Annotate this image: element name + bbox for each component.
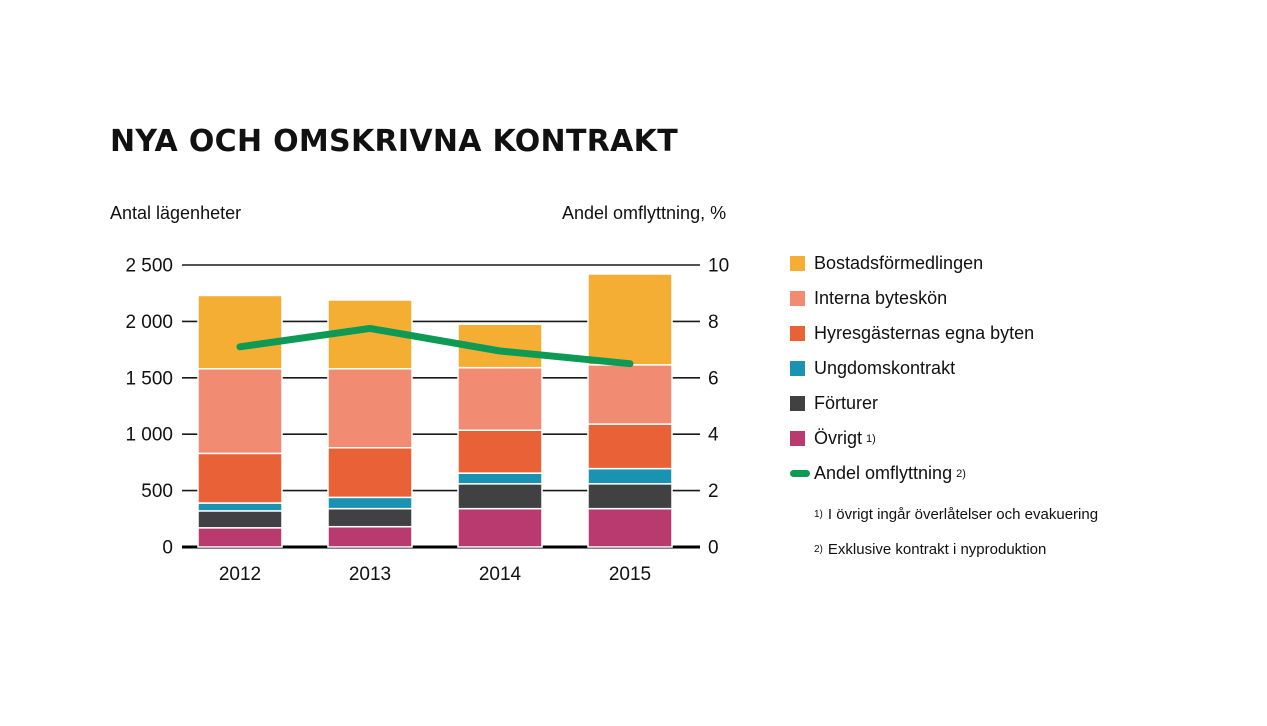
left-tick-label: 1 500 bbox=[125, 368, 173, 389]
legend-swatch bbox=[790, 361, 805, 376]
line-series-andel-omflyttning bbox=[236, 324, 634, 368]
legend-swatch bbox=[790, 291, 805, 306]
footnote-text: Exklusive kontrakt i nyproduktion bbox=[827, 541, 1047, 558]
x-tick-label: 2014 bbox=[479, 564, 522, 585]
bar-segment bbox=[587, 483, 673, 510]
bar-segment bbox=[587, 423, 673, 470]
legend-label: Förturer bbox=[814, 393, 879, 413]
legend-swatch bbox=[790, 431, 805, 446]
legend-item: Förturer bbox=[790, 386, 1250, 421]
left-tick-label: 0 bbox=[162, 538, 173, 559]
right-tick-label: 8 bbox=[708, 312, 719, 333]
legend-swatch bbox=[790, 396, 805, 411]
bar-segment bbox=[197, 294, 283, 370]
footnotes: 1) I övrigt ingår överlåtelser och evakue… bbox=[790, 497, 1250, 567]
left-tick-label: 2 000 bbox=[125, 312, 173, 333]
bar-segment bbox=[197, 452, 283, 504]
right-tick-label: 0 bbox=[708, 538, 719, 559]
x-tick-label: 2013 bbox=[349, 564, 391, 585]
legend: Bostadsförmedlingen Interna byteskön Hyres… bbox=[790, 246, 1250, 567]
legend-item: Övrigt 1) bbox=[790, 421, 1250, 456]
bar-segment bbox=[457, 483, 543, 510]
footnote-text: I övrigt ingår överlåtelser och evakueri… bbox=[827, 506, 1099, 523]
legend-swatch bbox=[790, 326, 805, 341]
left-tick-label: 500 bbox=[141, 481, 173, 502]
right-tick-label: 4 bbox=[708, 425, 719, 446]
right-tick-label: 6 bbox=[708, 368, 719, 389]
legend-label: Ungdomskontrakt bbox=[814, 358, 956, 378]
footnote: 2) Exklusive kontrakt i nyproduktion bbox=[790, 532, 1250, 567]
bar-segment bbox=[587, 467, 673, 485]
left-tick-label: 1 000 bbox=[125, 425, 173, 446]
bar-segment bbox=[197, 527, 283, 548]
right-tick-label: 10 bbox=[708, 256, 729, 277]
bar-segment bbox=[197, 502, 283, 512]
chart-title: NYA OCH OMSKRIVNA KONTRAKT bbox=[110, 124, 678, 159]
bar-segment bbox=[457, 366, 543, 432]
bar-segment bbox=[587, 364, 673, 425]
legend-item: Ungdomskontrakt bbox=[790, 351, 1250, 386]
bar-segment bbox=[327, 507, 413, 528]
bar-segment bbox=[457, 472, 543, 485]
legend-item: Bostadsförmedlingen bbox=[790, 246, 1250, 281]
bar-segment bbox=[327, 446, 413, 499]
bar-segment bbox=[197, 510, 283, 529]
bar-segment bbox=[327, 368, 413, 449]
bar-segment bbox=[197, 368, 283, 455]
legend-label: Andel omflyttning bbox=[814, 463, 953, 483]
left-tick-label: 2 500 bbox=[125, 256, 173, 277]
x-tick-label: 2015 bbox=[609, 564, 651, 585]
legend-item: Hyresgästernas egna byten bbox=[790, 316, 1250, 351]
legend-footnote-mark: 1) bbox=[866, 432, 876, 445]
bar-segment bbox=[327, 496, 413, 510]
bar-segment bbox=[457, 429, 543, 474]
legend-item: Interna byteskön bbox=[790, 281, 1250, 316]
footnote: 1) I övrigt ingår överlåtelser och evakue… bbox=[790, 497, 1250, 532]
bar-segment bbox=[587, 273, 673, 366]
legend-item-andel-omflyttning: Andel omflyttning 2) bbox=[790, 456, 1250, 491]
legend-label: Övrigt bbox=[814, 428, 863, 448]
bar-segment bbox=[587, 507, 673, 548]
left-axis-title: Antal lägenheter bbox=[110, 203, 242, 223]
bar-segment bbox=[457, 507, 543, 548]
legend-line-swatch bbox=[790, 470, 810, 477]
legend-swatch bbox=[790, 256, 805, 271]
footnote-mark: 1) bbox=[814, 509, 823, 520]
bar-segment bbox=[327, 525, 413, 548]
legend-footnote-mark: 2) bbox=[956, 467, 966, 480]
right-tick-label: 2 bbox=[708, 481, 719, 502]
legend-label: Bostadsförmedlingen bbox=[814, 253, 984, 273]
legend-label: Interna byteskön bbox=[814, 288, 948, 308]
legend-label: Hyresgästernas egna byten bbox=[814, 323, 1035, 343]
x-tick-label: 2012 bbox=[219, 564, 261, 585]
right-axis-title: Andel omflyttning, % bbox=[562, 203, 727, 223]
footnote-mark: 2) bbox=[814, 544, 823, 555]
